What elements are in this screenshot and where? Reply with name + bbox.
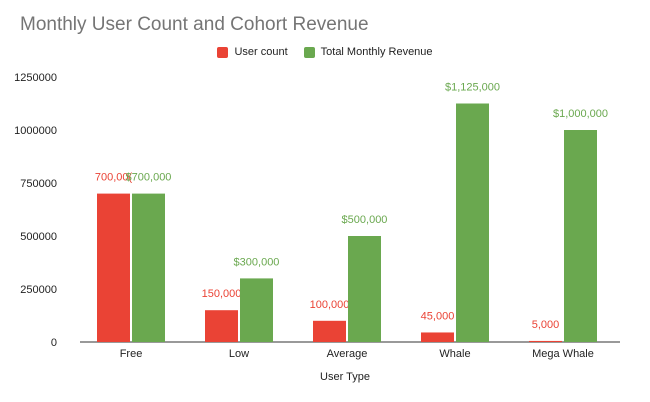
y-tick-label: 0 — [51, 337, 57, 349]
data-label-revenue: $700,000 — [126, 172, 172, 184]
bar-user-count — [421, 332, 454, 342]
y-tick-label: 1000000 — [14, 125, 57, 137]
bar-user-count — [97, 193, 130, 342]
data-label-user-count: 150,000 — [202, 288, 242, 300]
legend-item-user-count: User count — [217, 46, 288, 58]
data-label-user-count: 700,00( — [95, 172, 133, 184]
bar-revenue — [132, 193, 165, 342]
legend-label-revenue: Total Monthly Revenue — [320, 46, 433, 58]
x-axis-title: User Type — [320, 371, 370, 383]
legend-swatch-user-count — [217, 46, 229, 58]
legend-label-user-count: User count — [234, 46, 288, 58]
y-tick-label: 750000 — [20, 178, 57, 190]
legend-swatch-revenue — [303, 46, 315, 58]
data-label-revenue: $1,125,000 — [445, 82, 500, 94]
x-tick-label: Average — [327, 348, 368, 360]
data-label-user-count: 5,000 — [532, 319, 560, 331]
bar-revenue — [348, 236, 381, 342]
legend: User count Total Monthly Revenue — [0, 46, 650, 58]
data-label-user-count: 45,000 — [421, 310, 455, 322]
x-tick-label: Low — [229, 348, 249, 360]
legend-item-revenue: Total Monthly Revenue — [303, 46, 433, 58]
data-label-revenue: $500,000 — [342, 214, 388, 226]
x-tick-label: Free — [120, 348, 143, 360]
data-label-user-count: 100,000 — [310, 299, 350, 311]
data-label-revenue: $300,000 — [234, 256, 280, 268]
bar-user-count — [205, 310, 238, 342]
x-tick-label: Whale — [439, 348, 470, 360]
bar-user-count — [313, 320, 346, 342]
bar-revenue — [456, 103, 489, 342]
data-label-revenue: $1,000,000 — [553, 108, 608, 120]
x-tick-label: Mega Whale — [532, 348, 594, 360]
bar-revenue — [564, 130, 597, 342]
bar-user-count — [529, 340, 562, 342]
y-tick-label: 500000 — [20, 231, 57, 243]
bar-revenue — [240, 278, 273, 342]
chart-title: Monthly User Count and Cohort Revenue — [20, 14, 369, 35]
y-tick-label: 1250000 — [14, 72, 57, 84]
y-tick-label: 250000 — [20, 284, 57, 296]
